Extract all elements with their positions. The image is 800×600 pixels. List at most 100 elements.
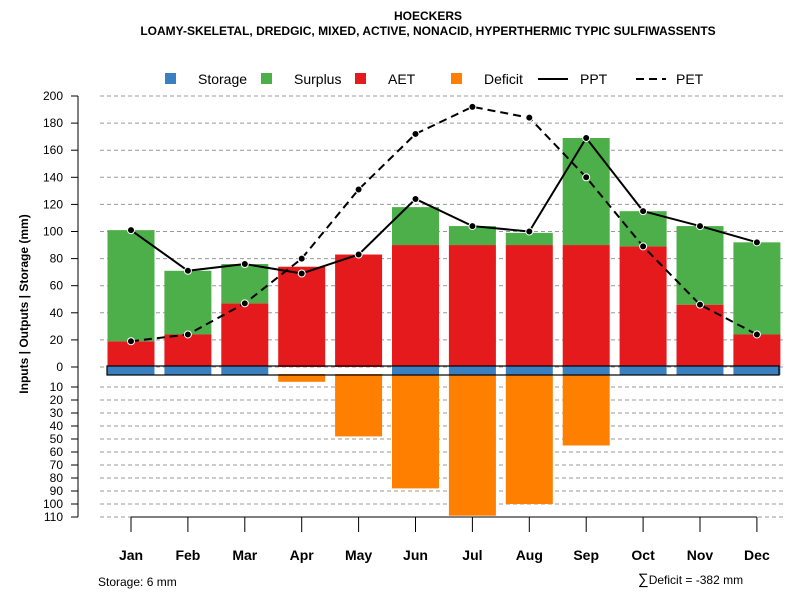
y-tick-label: 20 (50, 393, 64, 407)
pet-line-point (297, 254, 306, 263)
storage-bar (562, 366, 610, 375)
y-tick-label: 0 (56, 360, 63, 374)
ppt-line-point (639, 207, 648, 216)
deficit-bar (448, 374, 496, 516)
x-tick-label: Nov (687, 547, 714, 563)
storage-bar (221, 366, 269, 375)
x-tick-label: Jul (462, 547, 482, 563)
storage-bar (505, 366, 553, 375)
y-tick-label: 80 (50, 471, 64, 485)
aet-bar (278, 266, 326, 367)
y-tick-label: 80 (50, 252, 64, 266)
pet-line-point (354, 185, 363, 194)
deficit-bar (505, 374, 553, 504)
surplus-bar (505, 232, 553, 246)
y-axis-label: Inputs | Outputs | Storage (mm) (17, 214, 31, 393)
y-tick-label: 120 (43, 197, 63, 211)
y-tick-label: 40 (50, 306, 64, 320)
legend-label: Storage (198, 71, 247, 87)
ppt-line-point (411, 194, 420, 203)
y-tick-label: 180 (43, 116, 63, 130)
y-tick-label: 100 (43, 225, 63, 239)
x-tick-label: Apr (290, 547, 315, 563)
surplus-bar (619, 211, 667, 247)
ppt-line-point (297, 269, 306, 278)
pet-line-point (582, 173, 591, 182)
deficit-bar (562, 374, 610, 446)
aet-bar (733, 334, 781, 367)
chart-title: HOECKERS (393, 9, 462, 23)
aet-bar (335, 254, 383, 367)
surplus-bar (448, 226, 496, 246)
aet-bar (505, 245, 553, 367)
aet-bar (164, 334, 212, 367)
legend-label: Deficit (484, 71, 523, 87)
pet-line-point (183, 330, 192, 339)
chart-subtitle: LOAMY-SKELETAL, DREDGIC, MIXED, ACTIVE, … (140, 24, 716, 38)
pet-line-point (696, 300, 704, 309)
x-tick-label: May (345, 547, 372, 563)
x-tick-label: Jan (119, 547, 143, 563)
legend-swatch (165, 73, 176, 84)
sigma-icon: ∑ (638, 571, 649, 588)
deficit-bar (392, 374, 439, 489)
legend-label: Surplus (294, 71, 341, 87)
surplus-bar (107, 230, 155, 342)
ppt-line-point (582, 134, 591, 143)
deficit-note: ∑Deficit = -382 mm (638, 571, 743, 588)
storage-bar (107, 366, 155, 375)
aet-bar (676, 304, 724, 367)
y-tick-label: 160 (43, 143, 63, 157)
storage-bar (676, 366, 724, 375)
ppt-line-point (525, 227, 534, 236)
storage-note: Storage: 6 mm (98, 575, 177, 589)
legend-swatch (261, 73, 272, 84)
ppt-line-point (183, 266, 192, 275)
x-tick-label: Aug (516, 547, 543, 563)
legend-label: PET (676, 71, 704, 87)
ppt-line-point (127, 226, 135, 235)
surplus-bar (392, 207, 439, 246)
surplus-bar (562, 138, 610, 246)
y-tick-label: 60 (50, 279, 64, 293)
deficit-bar (335, 374, 383, 437)
legend-label: PPT (580, 71, 608, 87)
pet-line-point (752, 330, 761, 339)
pet-line-point (525, 113, 534, 122)
x-tick-label: Dec (744, 547, 770, 563)
ppt-line (130, 136, 758, 275)
pet-line-point (411, 129, 420, 138)
x-tick-label: Mar (232, 547, 257, 563)
y-tick-label: 40 (50, 419, 64, 433)
ppt-line-point (240, 260, 249, 269)
x-tick-label: Jun (403, 547, 428, 563)
surplus-bar (733, 242, 781, 335)
storage-bar (164, 366, 212, 375)
ppt-line-point (468, 222, 477, 231)
storage-band (106, 365, 780, 376)
pet-line (130, 105, 758, 343)
y-tick-label: 30 (50, 406, 64, 420)
aet-bar (448, 245, 496, 367)
y-tick-label: 10 (50, 380, 64, 394)
legend-swatch (355, 73, 366, 84)
storage-bar (733, 366, 781, 375)
aet-bar (221, 303, 269, 367)
surplus-bar (164, 270, 212, 335)
pet-line-point (639, 242, 648, 251)
surplus-bar (221, 264, 269, 304)
deficit-note-text: Deficit = -382 mm (648, 573, 744, 587)
y-tick-label: 60 (50, 445, 64, 459)
x-tick-label: Feb (175, 547, 200, 563)
pet-line-point (468, 102, 477, 111)
aet-bar (107, 341, 155, 367)
ppt-line-point (696, 222, 704, 231)
pet-line-point (240, 299, 249, 308)
y-tick-label: 100 (43, 497, 63, 511)
ppt-line-point (354, 250, 363, 259)
x-tick-label: Sep (573, 547, 599, 563)
pet-line-point (127, 337, 135, 346)
y-tick-label: 70 (50, 458, 64, 472)
y-tick-label: 200 (43, 89, 63, 103)
storage-bar (392, 366, 439, 375)
